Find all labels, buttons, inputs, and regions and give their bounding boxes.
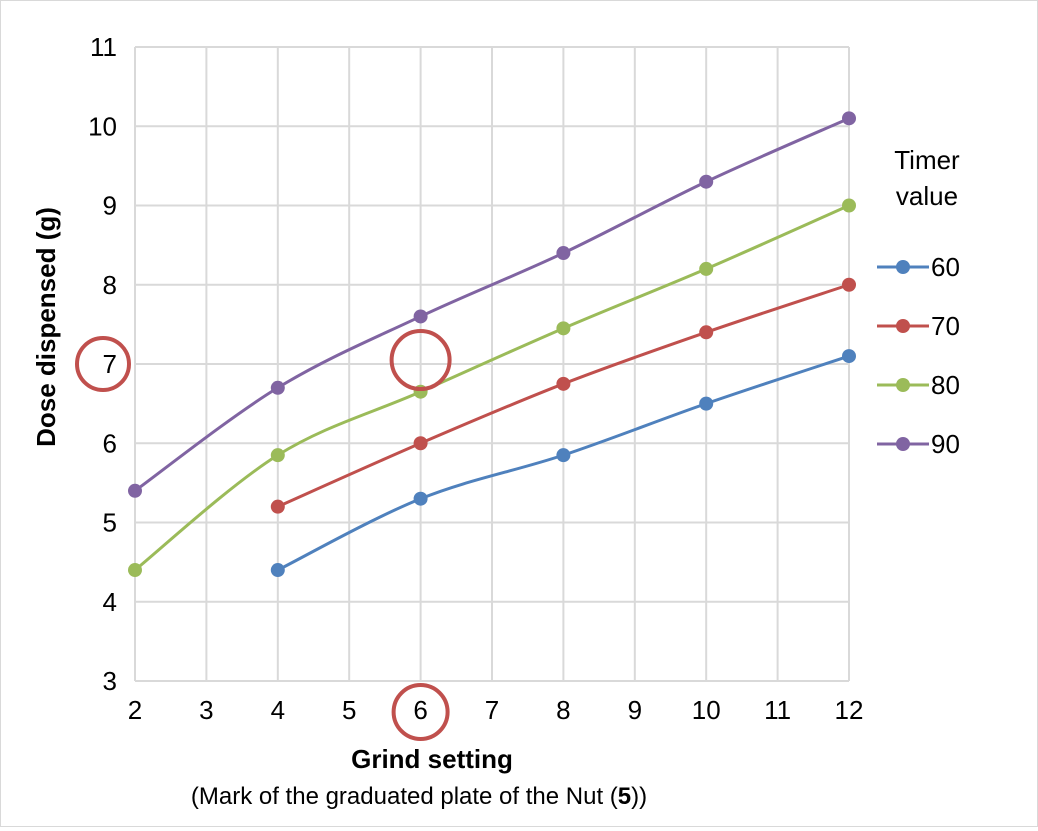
- y-tick-label: 8: [103, 270, 117, 300]
- data-point: [699, 175, 713, 189]
- x-tick-label: 10: [692, 695, 721, 725]
- x-tick-label: 8: [556, 695, 570, 725]
- x-tick-label: 9: [628, 695, 642, 725]
- x-tick-label: 7: [485, 695, 499, 725]
- y-tick-label: 10: [88, 111, 117, 141]
- x-tick-label: 6: [413, 695, 427, 725]
- data-point: [556, 377, 570, 391]
- data-point: [128, 484, 142, 498]
- legend-title-line1: Timer: [894, 145, 960, 175]
- x-tick-label: 11: [764, 695, 791, 725]
- data-point: [556, 448, 570, 462]
- data-point: [556, 321, 570, 335]
- data-point: [842, 278, 856, 292]
- data-point: [271, 448, 285, 462]
- data-point: [414, 309, 428, 323]
- y-tick-label: 9: [103, 191, 117, 221]
- data-point: [271, 563, 285, 577]
- legend-label: 80: [931, 370, 960, 400]
- x-subtitle-suffix: )): [631, 783, 647, 810]
- legend-marker: [896, 378, 910, 392]
- y-tick-label: 5: [103, 508, 117, 538]
- legend-item-70: 70: [877, 311, 960, 341]
- x-tick-label: 3: [199, 695, 213, 725]
- x-tick-label: 2: [128, 695, 142, 725]
- data-point: [128, 563, 142, 577]
- data-point: [842, 111, 856, 125]
- x-tick-label: 5: [342, 695, 356, 725]
- legend: Timer value 60 70 80 90: [877, 145, 960, 459]
- legend-label: 70: [931, 311, 960, 341]
- legend-title-line2: value: [896, 181, 958, 211]
- data-point: [842, 199, 856, 213]
- data-point: [271, 381, 285, 395]
- legend-item-90: 90: [877, 429, 960, 459]
- data-point: [414, 492, 428, 506]
- x-axis-subtitle: (Mark of the graduated plate of the Nut …: [191, 783, 647, 810]
- grid: [135, 47, 849, 681]
- x-tick-label: 4: [271, 695, 285, 725]
- data-point: [699, 397, 713, 411]
- data-point: [556, 246, 570, 260]
- y-tick-label: 6: [103, 428, 117, 458]
- data-point: [699, 325, 713, 339]
- legend-label: 90: [931, 429, 960, 459]
- data-point: [699, 262, 713, 276]
- y-axis-title: Dose dispensed (g): [31, 207, 61, 447]
- data-point: [414, 436, 428, 450]
- y-tick-label: 11: [90, 32, 117, 62]
- x-axis-title: Grind setting: [351, 744, 513, 774]
- legend-item-80: 80: [877, 370, 960, 400]
- x-tick-label: 12: [835, 695, 864, 725]
- legend-marker: [896, 319, 910, 333]
- y-tick-label: 7: [103, 349, 117, 379]
- x-subtitle-bold: 5: [618, 783, 631, 810]
- data-point: [271, 500, 285, 514]
- data-point: [842, 349, 856, 363]
- y-tick-label: 4: [103, 587, 117, 617]
- legend-item-60: 60: [877, 252, 960, 282]
- x-subtitle-prefix: (Mark of the graduated plate of the Nut …: [191, 783, 618, 810]
- legend-marker: [896, 437, 910, 451]
- legend-marker: [896, 260, 910, 274]
- y-tick-label: 3: [103, 666, 117, 696]
- annotations: [77, 331, 450, 739]
- legend-label: 60: [931, 252, 960, 282]
